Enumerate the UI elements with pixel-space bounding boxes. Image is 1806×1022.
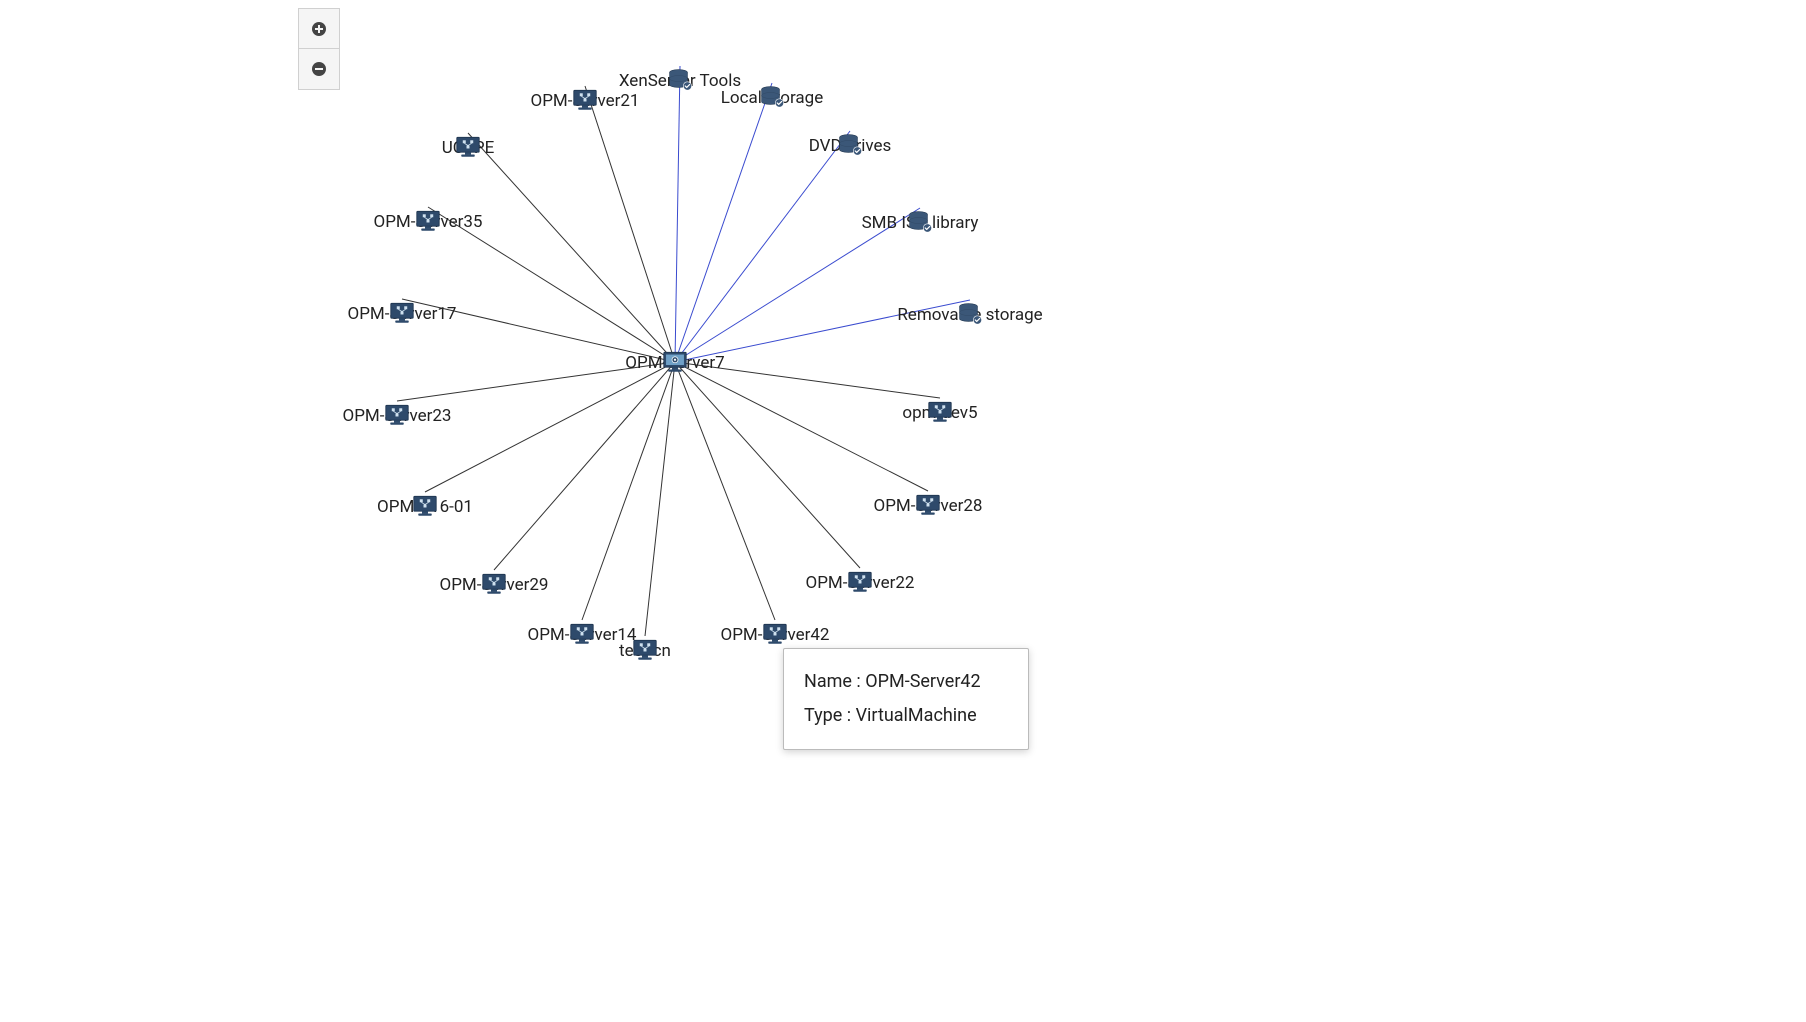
tooltip-name-label: Name : <box>804 671 865 692</box>
node-label: OPM-Server35 <box>374 212 483 232</box>
node-OPM-Server17[interactable]: OPM-Server17 <box>348 302 457 324</box>
node-label: OPM-U16-01 <box>377 497 473 517</box>
node-DVDdrives[interactable]: DVD drives <box>809 134 892 156</box>
node-label: Local storage <box>721 88 823 108</box>
node-OPM-Server42[interactable]: OPM-Server42 <box>721 623 830 645</box>
node-OPM-Server28[interactable]: OPM-Server28 <box>874 494 983 516</box>
edge-OPM-U16-01 <box>425 362 675 492</box>
edge-OPM-Server22 <box>675 362 860 568</box>
node-opm-dev5[interactable]: opm-dev5 <box>902 401 977 423</box>
node-label: SMB ISO library <box>862 213 979 233</box>
node-SMBISO[interactable]: SMB ISO library <box>862 211 979 233</box>
node-OPM-Server14[interactable]: OPM-Server14 <box>528 623 637 645</box>
edge-UCSPE <box>468 133 675 362</box>
node-OPM-U16-01[interactable]: OPM-U16-01 <box>377 495 473 517</box>
edge-LocalStorage <box>675 83 772 362</box>
node-label: OPM-Server42 <box>721 625 830 645</box>
node-label: opm-dev5 <box>902 403 977 423</box>
edge-OPM-Server21 <box>585 86 675 362</box>
edge-XenServerTools <box>675 66 680 362</box>
tooltip-type-value: VirtualMachine <box>856 705 977 726</box>
node-label: UCSPE <box>442 138 495 158</box>
node-RemovableStorage[interactable]: Removable storage <box>897 303 1042 325</box>
tooltip-name-row: Name : OPM-Server42 <box>804 665 1008 699</box>
edge-test-cn <box>645 362 675 636</box>
node-OPM-Server35[interactable]: OPM-Server35 <box>374 210 483 232</box>
node-label: DVD drives <box>809 136 892 156</box>
edge-OPM-Server29 <box>494 362 675 570</box>
node-label: Removable storage <box>897 305 1042 325</box>
node-label: OPM-Server29 <box>440 575 549 595</box>
edge-OPM-Server14 <box>582 362 675 620</box>
node-OPM-Server22[interactable]: OPM-Server22 <box>806 571 915 593</box>
edge-OPM-Server28 <box>675 362 928 491</box>
node-label: OPM-Server23 <box>343 406 452 426</box>
node-OPM-Server29[interactable]: OPM-Server29 <box>440 573 549 595</box>
node-OPM-Server23[interactable]: OPM-Server23 <box>343 404 452 426</box>
tooltip-type-row: Type : VirtualMachine <box>804 699 1008 733</box>
node-OPM-Server7[interactable]: OPM-Server7 <box>625 351 724 373</box>
node-OPM-Server21[interactable]: OPM-Server21 <box>531 89 640 111</box>
node-LocalStorage[interactable]: Local storage <box>721 86 823 108</box>
network-graph[interactable]: OPM-Server7OPM-Server21XenServer ToolsLo… <box>0 0 1806 1022</box>
node-label: OPM-Server21 <box>531 91 640 111</box>
node-label: OPM-Server7 <box>625 353 724 373</box>
edge-DVDdrives <box>675 131 850 362</box>
node-label: OPM-Server14 <box>528 625 637 645</box>
edge-OPM-Server42 <box>675 362 775 620</box>
node-UCSPE[interactable]: UCSPE <box>442 136 495 158</box>
node-tooltip: Name : OPM-Server42 Type : VirtualMachin… <box>783 648 1029 750</box>
tooltip-name-value: OPM-Server42 <box>865 671 980 692</box>
node-label: OPM-Server17 <box>348 304 457 324</box>
node-label: OPM-Server28 <box>874 496 983 516</box>
tooltip-type-label: Type : <box>804 705 856 726</box>
node-label: OPM-Server22 <box>806 573 915 593</box>
